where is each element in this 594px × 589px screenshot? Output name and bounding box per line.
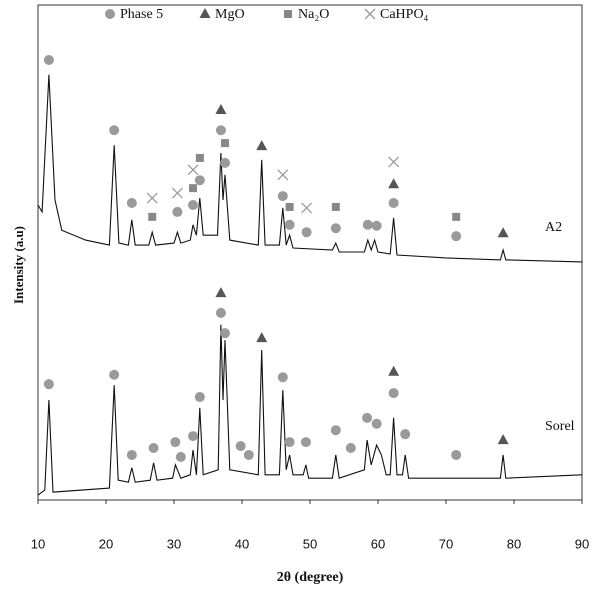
x-tick-label: 80	[507, 536, 521, 551]
x-tick-label: 50	[303, 536, 317, 551]
legend-label: MgO	[215, 7, 245, 22]
phase-marker	[146, 192, 158, 204]
x-tick-label: 70	[439, 536, 453, 551]
phase-marker	[109, 369, 120, 380]
phase-marker	[189, 184, 198, 193]
legend-symbol	[199, 8, 211, 18]
phase-marker	[388, 156, 400, 168]
x-tick-label: 20	[99, 536, 113, 551]
phase-marker	[221, 139, 229, 148]
phase-marker	[362, 412, 373, 423]
phase-marker	[172, 206, 183, 217]
phase-marker	[345, 443, 356, 454]
x-axis-label: 2θ (degree)	[277, 570, 344, 585]
phase-marker	[331, 202, 340, 211]
phase-marker	[330, 425, 341, 436]
phase-marker	[362, 219, 373, 230]
phase-marker	[371, 220, 382, 231]
phase-marker	[187, 164, 199, 176]
phase-marker	[195, 153, 204, 162]
phase-marker	[300, 437, 311, 448]
phase-marker	[497, 434, 509, 445]
phase-marker	[451, 231, 462, 242]
phase-marker	[215, 125, 226, 136]
phase-marker	[388, 388, 399, 399]
phase-marker	[301, 202, 313, 214]
plot-frame	[37, 4, 583, 501]
phase-marker	[220, 157, 230, 168]
phase-marker	[171, 187, 183, 199]
xrd-trace	[37, 74, 583, 263]
phase-marker	[188, 431, 199, 442]
phase-marker	[215, 103, 227, 114]
phase-marker	[388, 178, 400, 189]
phase-marker	[194, 392, 205, 403]
phase-marker	[256, 332, 268, 343]
phase-marker	[330, 223, 341, 234]
phase-marker	[148, 212, 157, 221]
phase-marker	[497, 227, 509, 238]
legend-symbol	[364, 8, 376, 20]
phase-marker	[400, 429, 411, 440]
phase-marker	[301, 227, 312, 238]
x-tick-label: 90	[575, 536, 589, 551]
x-tick-label: 60	[371, 536, 385, 551]
phase-marker	[215, 307, 226, 318]
series-label: A2	[545, 220, 562, 235]
x-tick-label: 30	[167, 536, 181, 551]
xrd-trace	[37, 324, 583, 496]
x-tick-label: 10	[31, 536, 45, 551]
phase-marker	[170, 437, 181, 448]
phase-marker	[235, 441, 246, 452]
phase-marker	[43, 54, 54, 65]
phase-marker	[371, 418, 382, 429]
phase-marker	[220, 328, 230, 339]
phase-marker	[277, 372, 288, 383]
phase-marker	[43, 379, 54, 390]
series-label: Sorel	[545, 419, 575, 434]
legend-symbol	[284, 10, 292, 18]
phase-marker	[388, 365, 400, 376]
phase-marker	[284, 437, 295, 448]
y-axis-label: Intensity (a.u)	[11, 226, 26, 304]
phase-marker	[148, 443, 159, 454]
phase-marker	[388, 198, 399, 208]
x-tick-label: 40	[235, 536, 249, 551]
phase-marker	[188, 199, 199, 210]
legend-symbol	[105, 9, 115, 19]
phase-marker	[256, 140, 268, 151]
phase-marker	[109, 125, 120, 136]
phase-marker	[451, 449, 462, 460]
phase-marker	[194, 175, 205, 186]
phase-marker	[277, 191, 288, 202]
legend-label: Phase 5	[120, 7, 163, 22]
phase-marker	[215, 287, 227, 298]
phase-marker	[284, 219, 295, 230]
phase-marker	[285, 202, 294, 211]
phase-marker	[126, 449, 137, 460]
legend-label: Na₂O	[298, 7, 329, 22]
phase-marker	[277, 169, 289, 181]
phase-marker	[243, 449, 254, 460]
phase-marker	[175, 451, 186, 462]
phase-marker	[452, 212, 461, 221]
legend-label: CaHPO₄	[380, 7, 429, 22]
phase-marker	[126, 198, 137, 208]
